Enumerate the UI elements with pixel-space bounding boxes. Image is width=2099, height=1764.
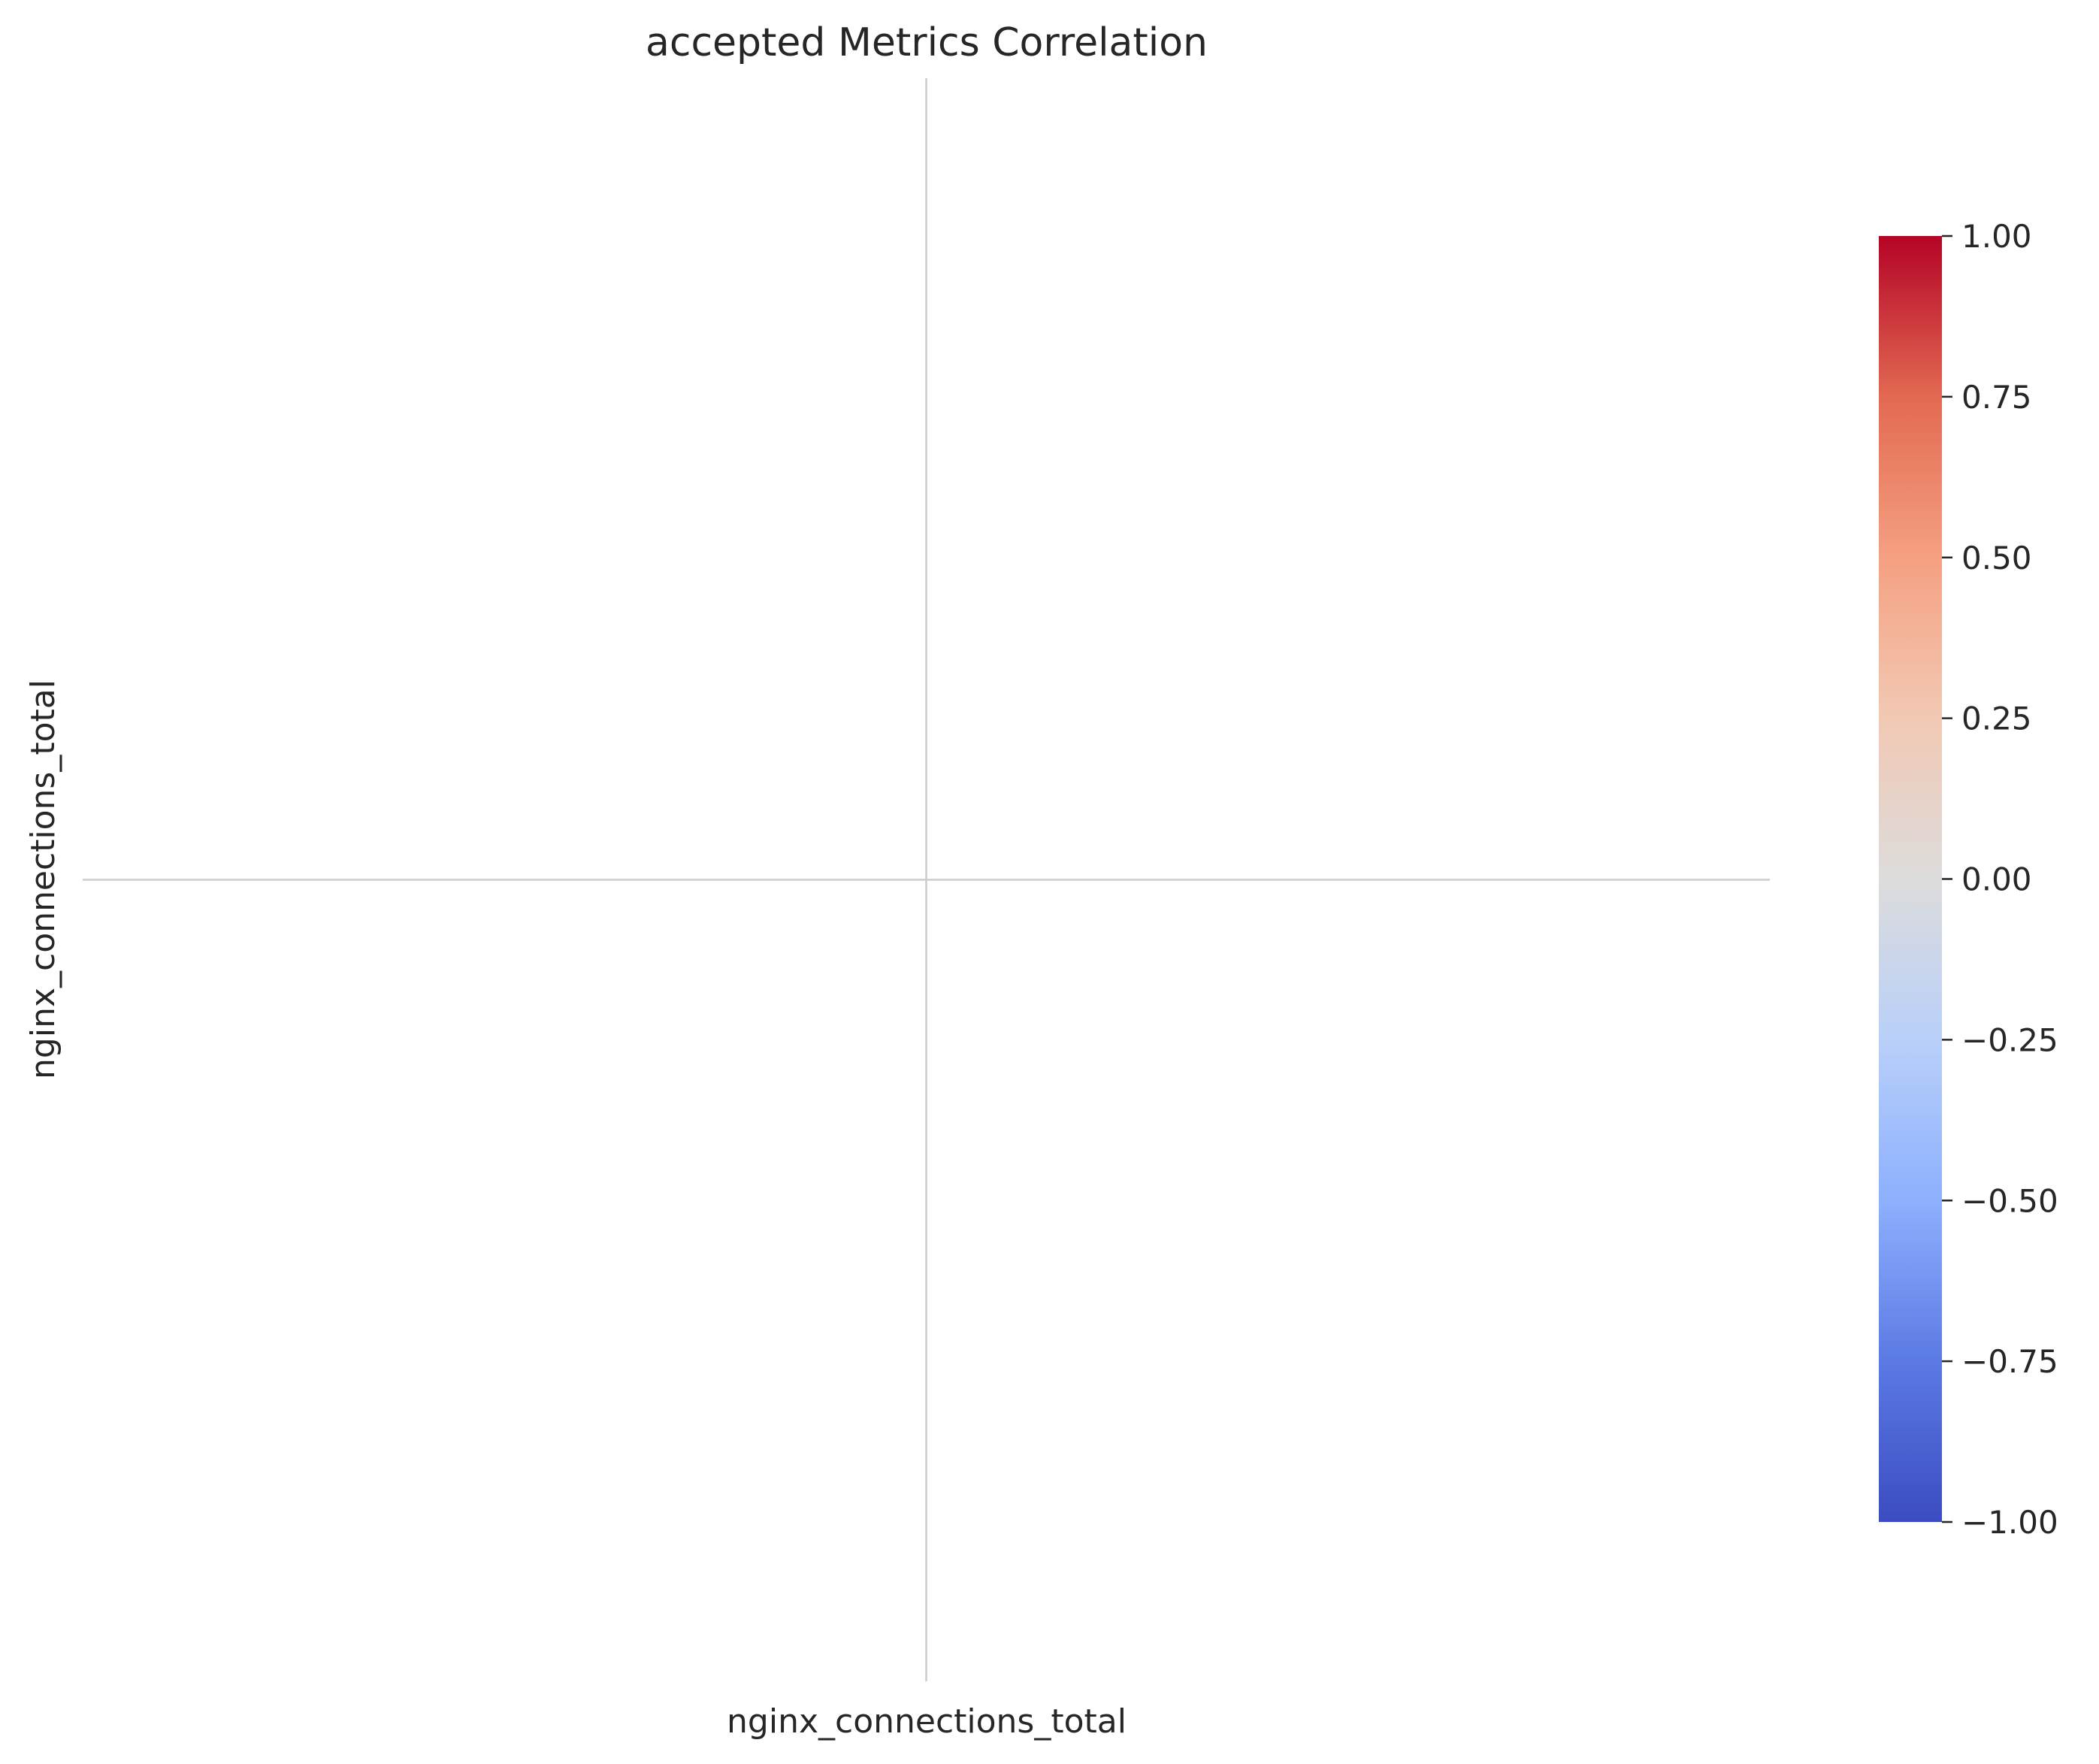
colorbar-tick-label: 0.00 [1961,861,2032,898]
plot-area [83,78,1770,1681]
colorbar-tick-label: −1.00 [1961,1504,2058,1541]
x-tick-label: nginx_connections_total [727,1702,1127,1741]
colorbar-gradient [1879,236,1942,1522]
colorbar-tick-label: 0.25 [1961,700,2032,737]
colorbar-tick-label: −0.50 [1961,1182,2058,1219]
colorbar-tick-label: 0.75 [1961,379,2032,416]
colorbar-tick-label: −0.25 [1961,1021,2058,1058]
y-tick-label: nginx_connections_total [24,679,62,1079]
colorbar-tick-label: −0.75 [1961,1343,2058,1380]
colorbar: 1.00 0.75 0.50 0.25 0.00 −0.25 −0.50 −0.75 −1.00 [1879,218,2058,1541]
chart-title: accepted Metrics Correlation [646,20,1208,65]
colorbar-tick-label: 1.00 [1961,218,2032,255]
colorbar-tick-label: 0.50 [1961,540,2032,576]
